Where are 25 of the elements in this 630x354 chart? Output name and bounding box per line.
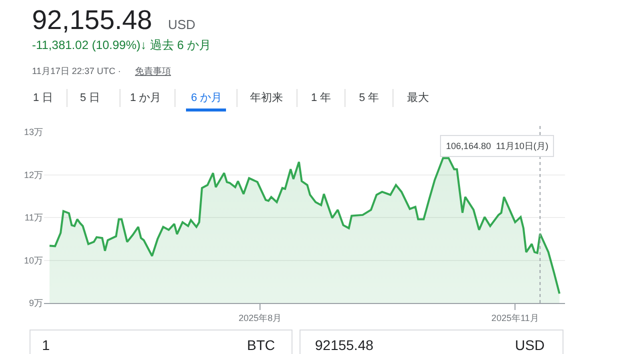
text: -11,381.02 (10.99%)↓ 過去 6 か月 bbox=[32, 38, 212, 52]
y-tick-label: 12万 bbox=[24, 170, 43, 180]
annotation: 106,164.80 11月10日(月) bbox=[446, 141, 548, 151]
text: 5 日 bbox=[80, 92, 100, 104]
x-tick-label: 2025年8月 bbox=[238, 312, 282, 323]
y-tick-label: 13万 bbox=[24, 127, 43, 138]
text: 1 日 bbox=[33, 92, 54, 104]
text: 免責事項 bbox=[135, 66, 171, 76]
x-tick-label: 2025年11月 bbox=[491, 312, 539, 323]
text: 6 か月 bbox=[191, 92, 222, 104]
chart-title: 92,155.48 bbox=[32, 5, 152, 35]
y-tick-label: 9万 bbox=[28, 298, 43, 308]
text: 11月17日 22:37 UTC · bbox=[32, 66, 121, 76]
y-tick-label: 10万 bbox=[24, 255, 43, 266]
text: 最大 bbox=[407, 91, 429, 104]
text: 年初来 bbox=[250, 91, 283, 104]
text: USD bbox=[515, 337, 545, 353]
y-tick-label: 11万 bbox=[24, 212, 43, 223]
text: 5 年 bbox=[359, 92, 380, 104]
text: 1 年 bbox=[311, 92, 332, 104]
text: 92155.48 bbox=[315, 337, 374, 353]
text: 1 bbox=[42, 337, 50, 353]
text: BTC bbox=[247, 337, 275, 353]
text: 1 か月 bbox=[130, 92, 162, 104]
chart-subtitle: USD bbox=[168, 17, 196, 32]
